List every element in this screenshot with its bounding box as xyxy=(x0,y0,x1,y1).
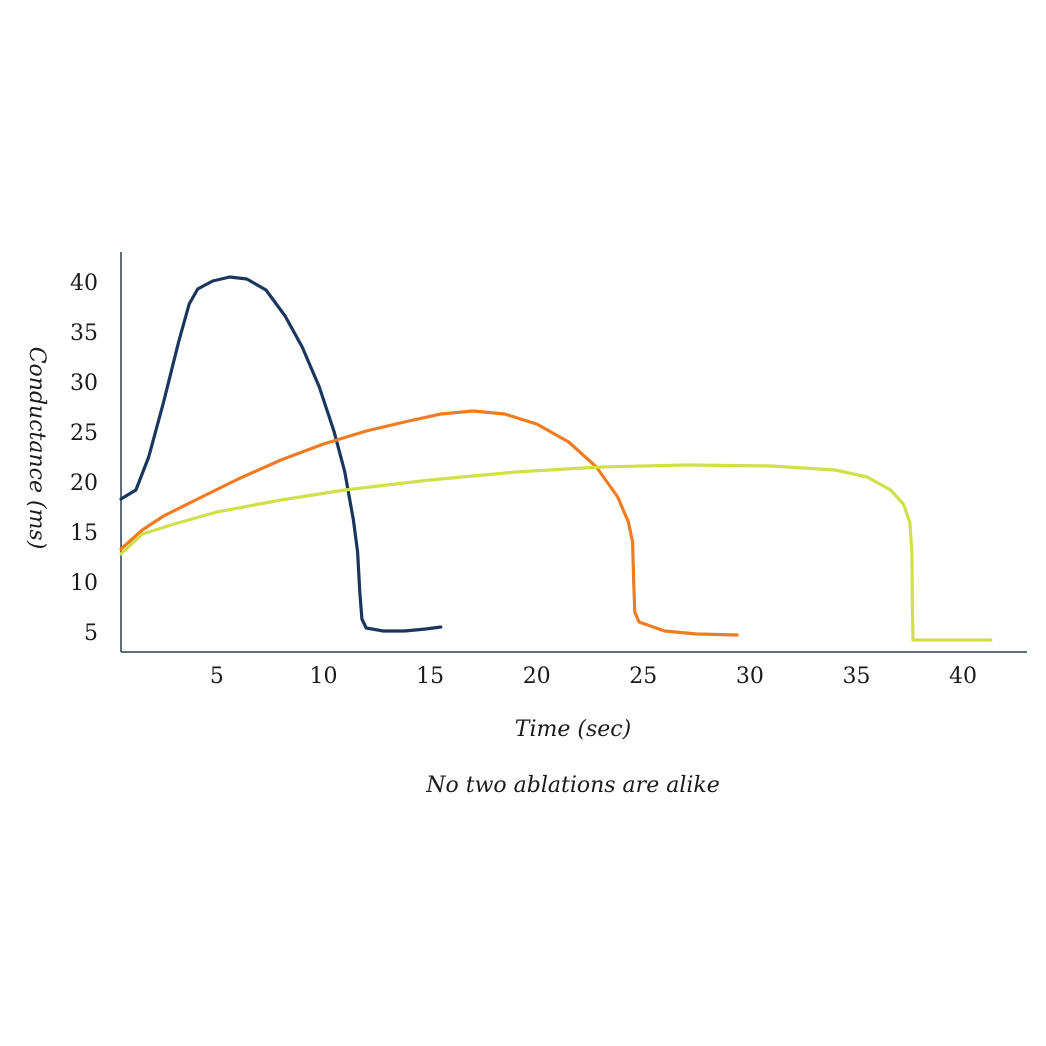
y-tick-label: 30 xyxy=(70,371,98,396)
y-tick-label: 25 xyxy=(70,421,98,446)
chart-caption: No two ablations are alike xyxy=(425,773,720,798)
y-tick-label: 10 xyxy=(70,571,98,596)
x-tick-label: 30 xyxy=(736,664,764,689)
y-axis-title: Conductance (ms) xyxy=(24,347,49,550)
x-tick-label: 20 xyxy=(523,664,551,689)
x-tick-label: 25 xyxy=(629,664,657,689)
x-tick-label: 35 xyxy=(843,664,871,689)
x-tick-label: 5 xyxy=(210,664,224,689)
y-tick-labels: 5 10 15 20 25 30 35 40 xyxy=(70,271,98,646)
x-tick-label: 15 xyxy=(416,664,444,689)
y-tick-label: 40 xyxy=(70,271,98,296)
y-tick-label: 20 xyxy=(70,471,98,496)
x-tick-labels: 5 10 15 20 25 30 35 40 xyxy=(210,664,977,689)
y-tick-label: 15 xyxy=(70,521,98,546)
x-axis-title: Time (sec) xyxy=(515,717,631,742)
y-tick-label: 5 xyxy=(84,621,98,646)
series-line-ablation-2 xyxy=(119,409,739,637)
series-layer xyxy=(119,275,993,642)
series-line-ablation-1 xyxy=(119,275,443,633)
series-line-ablation-3 xyxy=(119,463,993,642)
x-tick-label: 40 xyxy=(949,664,977,689)
y-tick-label: 35 xyxy=(70,321,98,346)
x-tick-label: 10 xyxy=(310,664,338,689)
